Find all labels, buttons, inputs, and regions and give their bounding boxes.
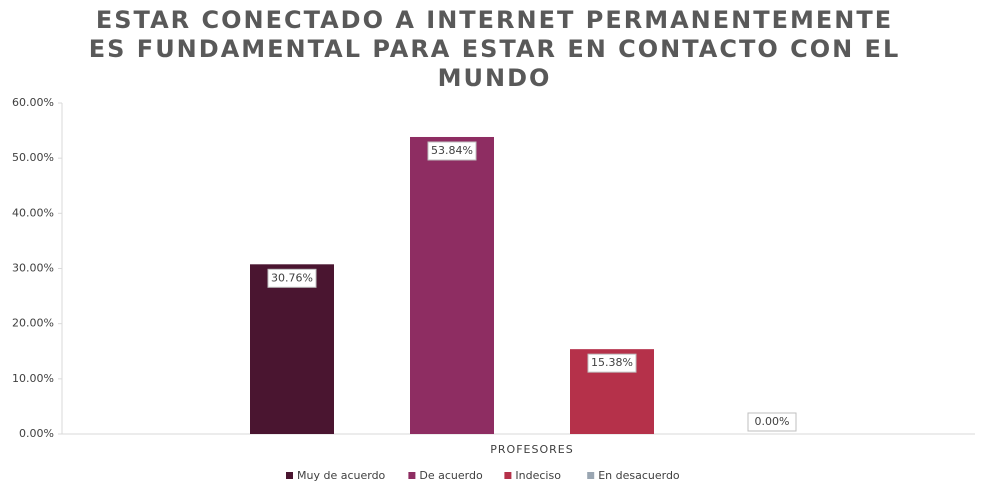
y-tick-label: 20.00% — [12, 317, 54, 330]
y-tick-label: 10.00% — [12, 372, 54, 385]
data-label: 30.76% — [271, 271, 313, 284]
legend-swatch — [408, 472, 416, 479]
legend-label: Indeciso — [515, 469, 561, 482]
legend-label: Muy de acuerdo — [297, 469, 386, 482]
y-tick-label: 50.00% — [12, 151, 54, 164]
data-label-box — [427, 141, 477, 161]
legend-label: De acuerdo — [419, 469, 483, 482]
data-label: 0.00% — [755, 415, 790, 428]
x-tick-label: PROFESORES — [490, 443, 573, 456]
data-label: 15.38% — [591, 356, 633, 369]
legend-swatch — [286, 472, 293, 479]
y-tick-label: 40.00% — [12, 206, 54, 219]
chart-title: ESTAR CONECTADO A INTERNET PERMANENTEMEN… — [88, 6, 901, 92]
legend-swatch — [587, 472, 595, 479]
bar — [410, 136, 494, 434]
y-tick-label: 0.00% — [19, 427, 54, 440]
legend-label: En desacuerdo — [598, 469, 680, 482]
y-tick-label: 30.00% — [12, 262, 54, 275]
data-label-box — [267, 268, 317, 288]
data-label-box — [587, 353, 637, 373]
data-label: 53.84% — [431, 144, 473, 157]
y-tick-label: 60.00% — [12, 96, 54, 109]
data-label-box — [747, 412, 797, 432]
bar — [250, 264, 334, 434]
legend-swatch — [504, 472, 512, 479]
